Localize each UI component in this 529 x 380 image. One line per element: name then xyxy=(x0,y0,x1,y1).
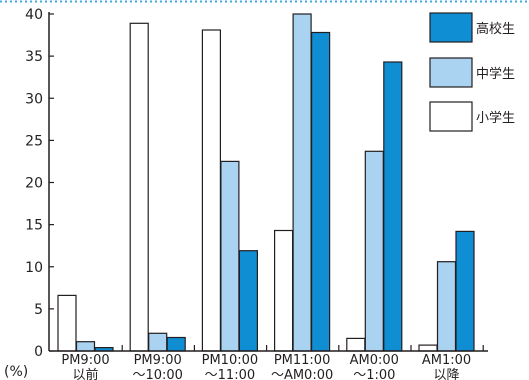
bar-1-5 xyxy=(346,337,366,352)
bar-2-3 xyxy=(220,160,240,352)
y-tick-label: 20 xyxy=(25,176,43,192)
x-category-label: PM11:00 ～AM0:00 xyxy=(271,353,333,380)
legend-label: 中学生 xyxy=(476,66,515,82)
bar-3-5 xyxy=(383,61,403,352)
axes-layer xyxy=(48,12,488,352)
legend-swatch xyxy=(429,101,473,132)
dotted-top-border xyxy=(0,0,529,3)
unit-label: (%) xyxy=(4,364,28,380)
legend-label: 高校生 xyxy=(476,21,515,37)
bar-1-2 xyxy=(129,22,149,352)
bar-2-2 xyxy=(148,332,168,352)
x-category-labels: PM9:00 以前 PM9:00 ～10:00 PM10:00 ～11:00 PM11:00… xyxy=(61,345,484,380)
y-tick-label: 30 xyxy=(25,91,43,107)
y-tick-label: 40 xyxy=(25,7,43,23)
bar-1-3 xyxy=(201,29,221,352)
bar-3-4 xyxy=(311,31,331,352)
bar-2-5 xyxy=(364,150,384,352)
legend-swatch xyxy=(429,12,473,43)
y-tick-label: 5 xyxy=(34,302,43,318)
y-tick-label: 10 xyxy=(25,260,43,276)
x-category-label: AM1:00 以降 xyxy=(422,353,471,380)
y-tick-label: 35 xyxy=(25,49,43,65)
bar-1-6 xyxy=(418,344,438,352)
bar-1-4 xyxy=(274,229,294,352)
x-category-label: PM9:00 ～10:00 xyxy=(132,353,182,380)
legend-swatch xyxy=(429,57,473,88)
y-tick-label: 25 xyxy=(25,133,43,149)
bar-2-4 xyxy=(292,13,312,352)
bar-3-2 xyxy=(166,336,186,352)
bar-3-6 xyxy=(455,230,475,352)
bar-2-1 xyxy=(75,341,96,352)
legend-label: 小学生 xyxy=(476,110,515,126)
bars-layer xyxy=(57,13,475,352)
x-category-label: AM0:00 ～1:00 xyxy=(350,353,399,380)
bar-3-3 xyxy=(238,250,258,352)
x-category-label: PM10:00 ～11:00 xyxy=(202,353,259,380)
bar-1-1 xyxy=(57,294,77,352)
y-tick-label: 0 xyxy=(34,344,43,360)
x-category-label: PM9:00 以前 xyxy=(61,353,109,380)
y-tick-labels: 0 5 10 15 20 25 30 35 40 xyxy=(25,7,54,360)
y-tick-label: 15 xyxy=(25,218,43,234)
bar-2-6 xyxy=(436,261,457,352)
